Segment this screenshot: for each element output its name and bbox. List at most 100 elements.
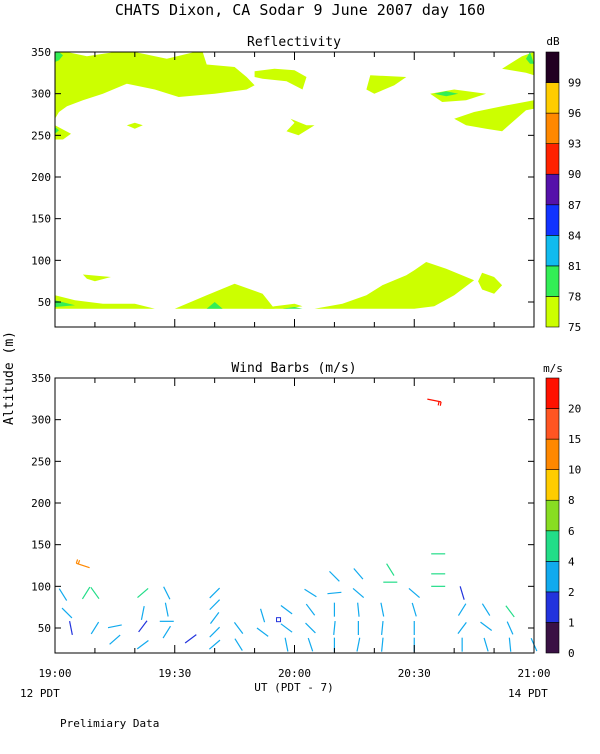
- wind-barb: [75, 559, 90, 569]
- reflectivity-region: [55, 295, 155, 309]
- reflectivity-title: Reflectivity: [247, 35, 341, 50]
- wind-barb-flag: [75, 559, 79, 564]
- wind-barb-shaft: [280, 623, 293, 633]
- wind-barb-shaft: [140, 606, 145, 620]
- wind-barb: [305, 622, 316, 634]
- wind-barb-shaft: [81, 586, 91, 600]
- x-tick-label: 19:30: [158, 667, 191, 680]
- wind-colorbar-swatch: [545, 469, 560, 501]
- reflectivity-colorbar-label: 81: [568, 260, 581, 273]
- x-tick-label: 21:00: [517, 667, 550, 680]
- wind-barb: [457, 622, 467, 634]
- wind-barb: [381, 637, 384, 652]
- wind-barb: [508, 637, 512, 652]
- wind-barb: [208, 639, 221, 650]
- wind-barb-shaft: [209, 626, 221, 638]
- wind-barb: [209, 587, 221, 599]
- wind-colorbar-swatch: [545, 499, 560, 532]
- wind-barb-shaft: [333, 620, 336, 636]
- wind-barb: [333, 620, 336, 636]
- reflectivity-colorbar-swatch: [545, 143, 560, 175]
- wind-barb: [164, 602, 169, 617]
- wind-barb-shaft: [58, 588, 68, 601]
- wind-barb: [280, 623, 293, 633]
- wind-barb-shaft: [164, 602, 169, 617]
- wind-barb-shaft: [209, 587, 221, 599]
- wind-barb: [163, 586, 171, 600]
- wind-barb-shaft: [109, 634, 121, 645]
- wind-barb-shaft: [506, 621, 514, 635]
- reflectivity-colorbar-label: 93: [568, 138, 581, 151]
- y-tick-label: 250: [31, 129, 51, 142]
- wind-barb-shaft: [459, 586, 465, 600]
- reflectivity-colorbar-label: 96: [568, 107, 581, 120]
- wind-barb-shaft: [137, 587, 149, 599]
- wind-barb: [304, 588, 317, 598]
- wind-barbs: [58, 398, 538, 652]
- wind-barb-shaft: [305, 622, 316, 634]
- wind-barb-shaft: [508, 637, 512, 652]
- wind-barb-shaft: [305, 603, 316, 616]
- y-tick-label: 50: [38, 622, 51, 635]
- wind-barb-shaft: [381, 620, 384, 636]
- x-tick-label: 20:00: [278, 667, 311, 680]
- reflectivity-contours: [55, 52, 534, 309]
- reflectivity-colorbar: 75 78 81 84 87 90 93 96 99: [545, 51, 582, 334]
- wind-barb-flag: [437, 401, 440, 406]
- x-axis-label: UT (PDT - 7): [254, 681, 333, 694]
- reflectivity-colorbar-label: 84: [568, 229, 582, 242]
- wind-barb: [411, 602, 417, 617]
- wind-barbs-panel: Wind Barbs (m/s) 5010015020025030035019:…: [31, 361, 581, 680]
- wind-barb: [256, 627, 269, 637]
- wind-barb: [58, 588, 68, 601]
- wind-barb-shaft: [427, 398, 442, 403]
- wind-barb-shaft: [61, 607, 73, 619]
- wind-barb-shaft: [304, 588, 317, 598]
- wind-colorbar-swatch: [545, 561, 560, 593]
- x-tick-label: 20:30: [398, 667, 431, 680]
- wind-colorbar-label: 15: [568, 433, 581, 446]
- wind-barb-shaft: [69, 621, 73, 635]
- wind-colorbar-swatch: [545, 377, 560, 409]
- wind-barb-shaft: [352, 587, 365, 599]
- wind-barb: [209, 612, 220, 624]
- wind-barb: [259, 608, 266, 623]
- reflectivity-colorbar-label: 78: [568, 290, 581, 303]
- wind-barb-shaft: [138, 620, 148, 633]
- wind-barb-shaft: [90, 586, 100, 600]
- wind-barb: [352, 587, 365, 599]
- reflectivity-colorbar-swatch: [545, 51, 560, 83]
- wind-barb: [381, 620, 384, 636]
- wind-colorbar-label: 6: [568, 525, 575, 538]
- end-time-label: 14 PDT: [508, 687, 548, 700]
- y-tick-label: 200: [31, 497, 51, 510]
- reflectivity-colorbar-swatch: [545, 204, 560, 236]
- reflectivity-unit: dB: [546, 35, 560, 48]
- wind-barb-shaft: [381, 637, 384, 652]
- reflectivity-region: [174, 283, 275, 309]
- reflectivity-region: [526, 52, 534, 64]
- wind-colorbar-swatch: [545, 438, 560, 470]
- wind-barb: [329, 570, 340, 582]
- wind-barb: [136, 639, 149, 650]
- y-tick-label: 300: [31, 88, 51, 101]
- wind-barb: [357, 602, 360, 617]
- wind-barb: [61, 607, 73, 619]
- reflectivity-region: [126, 122, 143, 129]
- wind-barb-shaft: [353, 568, 364, 580]
- chart-title: CHATS Dixon, CA Sodar 9 June 2007 day 16…: [115, 1, 485, 19]
- wind-barb: [327, 591, 342, 595]
- wind-barb: [506, 621, 514, 635]
- wind-barb-shaft: [107, 624, 122, 629]
- wind-barb: [505, 605, 515, 618]
- wind-barb: [90, 586, 100, 600]
- wind-barb-flag: [439, 401, 442, 406]
- reflectivity-region: [502, 52, 534, 76]
- wind-barb: [457, 603, 467, 616]
- wind-barb: [138, 620, 148, 633]
- wind-colorbar-label: 0: [568, 647, 575, 660]
- reflectivity-region: [454, 100, 534, 132]
- reflectivity-colorbar-label: 99: [568, 77, 581, 90]
- y-tick-label: 350: [31, 372, 51, 385]
- preliminary-note: Prelimiary Data: [60, 717, 159, 730]
